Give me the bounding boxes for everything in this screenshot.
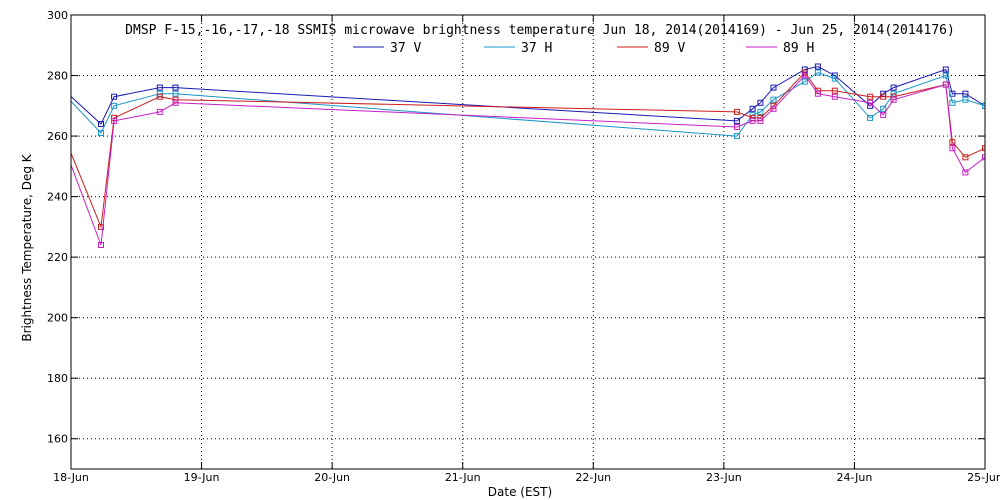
- data-point: [949, 99, 956, 106]
- y-tick-label: 180: [47, 372, 68, 385]
- series-line: [71, 71, 985, 137]
- legend-item: 37 V: [353, 41, 421, 56]
- y-tick-label: 280: [47, 70, 68, 83]
- legend-label: 37 H: [521, 41, 552, 56]
- data-point: [867, 93, 874, 100]
- data-point: [757, 108, 764, 115]
- data-point: [172, 84, 179, 91]
- data-point: [733, 133, 740, 140]
- data-point: [890, 84, 897, 91]
- series-group: [55, 63, 985, 248]
- data-point: [982, 154, 985, 161]
- legend-item: 89 H: [746, 41, 814, 56]
- data-point: [172, 99, 179, 106]
- data-point: [880, 111, 887, 118]
- data-point: [942, 72, 949, 79]
- data-point: [962, 96, 969, 103]
- data-point: [172, 90, 179, 97]
- data-point: [98, 121, 104, 127]
- plot-frame: [70, 14, 986, 470]
- data-point: [942, 81, 949, 88]
- series-37-h: [55, 69, 985, 140]
- data-point: [733, 117, 740, 124]
- x-tick-label: 20-Jun: [314, 471, 350, 484]
- data-point: [749, 117, 756, 124]
- data-point: [749, 105, 756, 112]
- legend-label: 37 V: [390, 41, 421, 56]
- x-tick-label: 21-Jun: [445, 471, 481, 484]
- data-point: [156, 84, 163, 91]
- legend-item: 37 H: [484, 41, 552, 56]
- y-tick-label: 220: [47, 251, 68, 264]
- y-tick-label: 260: [47, 130, 68, 143]
- data-point: [831, 72, 838, 79]
- data-point: [111, 102, 118, 109]
- chart-title: DMSP F-15,-16,-17,-18 SSMIS microwave br…: [125, 23, 955, 38]
- data-point: [55, 85, 60, 90]
- legend-label: 89 H: [783, 41, 814, 56]
- data-point: [770, 96, 777, 103]
- data-point: [55, 118, 60, 123]
- data-point: [962, 169, 969, 176]
- data-point: [962, 154, 969, 161]
- legend-item: 89 V: [617, 41, 685, 56]
- data-point: [111, 93, 118, 100]
- x-tick-label: 22-Jun: [575, 471, 611, 484]
- grid: [71, 15, 985, 469]
- data-point: [867, 114, 874, 121]
- data-point: [733, 124, 740, 130]
- y-tick-label: 160: [47, 433, 68, 446]
- x-tick-label: 24-Jun: [837, 471, 873, 484]
- data-point: [880, 105, 887, 112]
- axis-ticks: 18-Jun 19-Jun 20-Jun 21-Jun 22-Jun 23-Jun 24-J…: [47, 9, 1000, 484]
- legend: 37 V 37 H 89 V 89 H: [353, 41, 814, 56]
- data-point: [880, 93, 887, 100]
- data-point: [770, 84, 777, 91]
- data-point: [111, 117, 118, 124]
- data-point: [982, 145, 985, 152]
- data-point: [831, 93, 838, 100]
- data-point: [831, 87, 838, 94]
- x-tick-label: 18-Jun: [53, 471, 89, 484]
- data-point: [942, 66, 949, 73]
- x-axis-title: Date (EST): [488, 485, 552, 499]
- data-point: [172, 96, 179, 103]
- data-point: [801, 72, 808, 79]
- data-point: [55, 82, 60, 87]
- data-point: [814, 69, 821, 76]
- data-point: [733, 108, 740, 115]
- data-point: [814, 63, 821, 70]
- x-tick-label: 23-Jun: [706, 471, 742, 484]
- y-tick-label: 200: [47, 312, 68, 325]
- data-point: [770, 105, 777, 112]
- series-89-h: [71, 72, 985, 248]
- data-point: [962, 90, 969, 97]
- series-89-v: [55, 69, 985, 230]
- data-point: [98, 223, 104, 230]
- data-point: [156, 108, 163, 115]
- data-point: [814, 90, 821, 97]
- legend-label: 89 V: [654, 41, 685, 56]
- data-point: [867, 99, 874, 106]
- data-point: [801, 78, 808, 85]
- series-line: [71, 74, 985, 246]
- data-point: [156, 93, 163, 100]
- data-point: [98, 130, 104, 136]
- data-point: [949, 145, 956, 152]
- y-tick-label: 240: [47, 191, 68, 204]
- x-tick-label: 25-Jun: [967, 471, 1000, 484]
- y-tick-label: 300: [47, 9, 68, 22]
- data-point: [831, 75, 838, 82]
- data-point: [98, 242, 104, 248]
- data-point: [890, 96, 897, 103]
- data-point: [982, 102, 985, 109]
- y-axis-title: Brightness Temperature, Deg K: [20, 153, 34, 341]
- x-tick-label: 19-Jun: [184, 471, 220, 484]
- data-point: [757, 99, 764, 106]
- data-point: [757, 117, 764, 124]
